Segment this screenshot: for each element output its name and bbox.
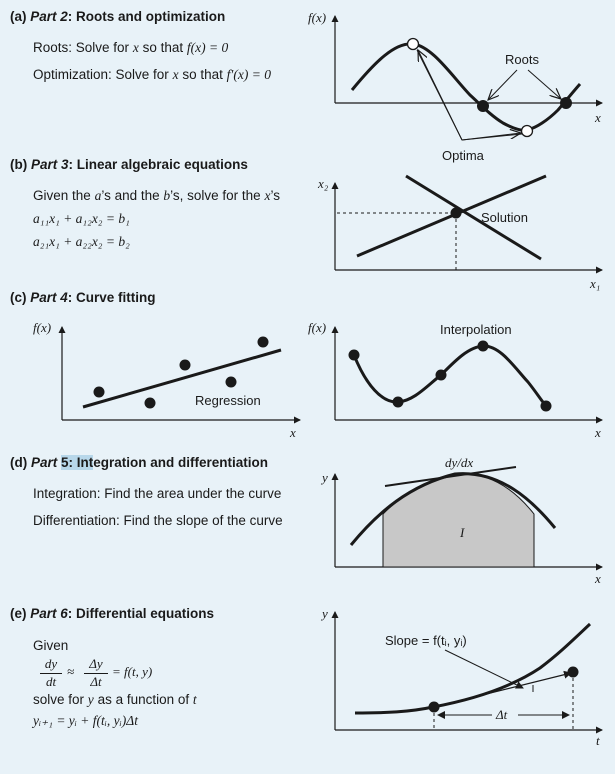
interpolation-label: Interpolation [440, 322, 512, 337]
y-axis-label: y [320, 470, 328, 485]
roots-text: Roots: Solve for x so that f(x) = 0 [33, 40, 229, 55]
data-point [348, 349, 360, 361]
optima-label: Optima [442, 148, 485, 163]
solution-curve [354, 622, 592, 715]
optima-arrow-2 [461, 133, 521, 141]
diagram-euler-method: y t Slope = f(tᵢ, yᵢ) Δt [320, 606, 603, 748]
roots-arrow-2 [527, 69, 561, 99]
function-curve [349, 472, 557, 546]
diagram-roots-optimization: f(x) x Roots Optima [308, 10, 603, 163]
x-axis-label: x₁ [589, 276, 600, 291]
data-point [435, 369, 447, 381]
fraction-bar-2 [84, 673, 108, 674]
regression-line [82, 348, 282, 409]
equation-1: a₁₁x₁ + a₁₂x₂ = b₁ [33, 211, 130, 226]
function-curve [350, 42, 582, 132]
data-point [257, 336, 269, 348]
equation-line-2 [405, 174, 542, 261]
x-axis-label: x [289, 425, 296, 440]
diagram-interpolation: f(x) x Interpolation [308, 320, 603, 440]
diagram-linear-equations: x₂ x₁ Solution [317, 174, 603, 291]
root-point-2 [560, 97, 572, 109]
dt-denominator: dt [45, 674, 57, 689]
y-axis-label: f(x) [33, 320, 51, 335]
minimum-point [520, 124, 534, 138]
data-point [179, 359, 191, 371]
given-label: Given [33, 638, 69, 653]
point-i [428, 701, 440, 713]
optimization-text: Optimization: Solve for x so that f′(x) … [33, 67, 271, 82]
tangent-line [384, 466, 517, 487]
data-point [477, 340, 489, 352]
root-point-1 [477, 100, 489, 112]
optima-arrow-1 [418, 50, 463, 141]
data-point [225, 376, 237, 388]
diagram-regression: f(x) x Regression [33, 320, 301, 440]
differentiation-text: Differentiation: Find the slope of the c… [33, 513, 283, 528]
data-point [540, 400, 552, 412]
dy-numerator: dy [44, 656, 58, 671]
x-axis-label: x [594, 110, 601, 125]
roots-arrow-1 [488, 69, 518, 100]
y-axis-label: f(x) [308, 320, 326, 335]
x-axis-label: x [594, 571, 601, 586]
point-i-plus-1 [567, 666, 579, 678]
section-b-title: (b) Part 3: Linear algebraic equations [10, 157, 248, 172]
y-axis-label: f(x) [308, 10, 326, 25]
slope-line [433, 670, 572, 708]
section-d-title: (d) Part 5: Integration and differentiat… [10, 455, 269, 470]
dt-label: Δt [495, 707, 508, 722]
ode-rhs: = f(t, y) [112, 664, 153, 679]
integral-label: I [459, 525, 465, 540]
y-axis-label: x₂ [317, 176, 329, 191]
euler-update: yᵢ₊₁ = yᵢ + f(tᵢ, yᵢ)Δt [33, 713, 138, 728]
fraction-bar [40, 673, 62, 674]
slope-arrow [444, 649, 524, 689]
solution-point [450, 207, 462, 219]
delta-t: Δt [90, 674, 102, 689]
y-axis-label: y [320, 606, 328, 621]
delta-y: Δy [89, 656, 103, 671]
diagram-integration: y x dy/dx I [320, 455, 603, 586]
equation-2: a₂₁x₁ + a₂₂x₂ = b₂ [33, 234, 130, 249]
maximum-point [406, 37, 420, 51]
solution-label: Solution [481, 210, 528, 225]
integration-text: Integration: Find the area under the cur… [33, 486, 282, 501]
data-point [144, 397, 156, 409]
section-e-title: (e) Part 6: Differential equations [10, 606, 215, 621]
roots-label: Roots [505, 52, 539, 67]
section-a-title: (a) Part 2: Roots and optimization [10, 9, 226, 24]
x-axis-label: t [596, 733, 600, 748]
given-text: Given the a’s and the b’s, solve for the… [33, 188, 280, 203]
regression-label: Regression [195, 393, 261, 408]
x-axis-label: x [594, 425, 601, 440]
data-point [93, 386, 105, 398]
section-c-title: (c) Part 4: Curve fitting [10, 290, 156, 305]
derivative-label: dy/dx [445, 455, 473, 470]
data-point [392, 396, 404, 408]
approx-sign: ≈ [67, 664, 75, 679]
solve-text: solve for y as a function of t [33, 692, 197, 707]
interpolation-curve [352, 344, 548, 407]
slope-label: Slope = f(tᵢ, yᵢ) [385, 633, 467, 648]
